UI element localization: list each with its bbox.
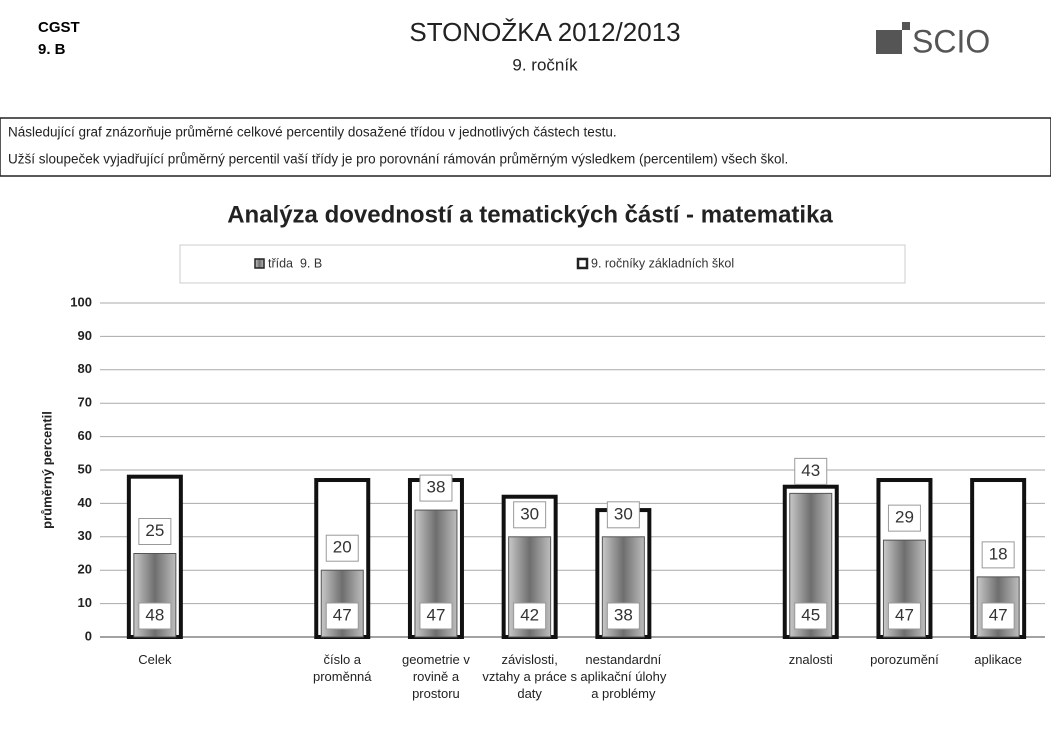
logo-icon bbox=[876, 30, 902, 54]
school: CGST bbox=[38, 19, 80, 36]
value-label-box bbox=[325, 534, 359, 562]
title: STONOŽKA 2012/2013 bbox=[409, 17, 680, 47]
logo: SCIO bbox=[912, 23, 990, 59]
value-label: 38 bbox=[426, 478, 445, 497]
value-label-box bbox=[419, 602, 453, 630]
value-label: 18 bbox=[989, 544, 1008, 563]
value-label-box bbox=[138, 602, 172, 630]
legend-swatch bbox=[576, 257, 589, 270]
value-label-box bbox=[794, 602, 828, 630]
value-label-box bbox=[419, 474, 453, 502]
value-label: 30 bbox=[614, 504, 633, 523]
y-tick-label: 60 bbox=[78, 428, 92, 443]
y-tick-label: 20 bbox=[78, 562, 92, 577]
x-tick-label: nestandardní aplikační úlohy a problémy bbox=[580, 652, 667, 701]
value-label: 30 bbox=[520, 504, 539, 523]
value-label: 29 bbox=[895, 508, 914, 527]
x-tick-label: číslo a proměnná bbox=[312, 652, 372, 684]
value-label: 38 bbox=[614, 605, 633, 624]
value-label: 47 bbox=[989, 605, 1008, 624]
value-label-box bbox=[981, 602, 1015, 630]
value-label: 25 bbox=[145, 521, 164, 540]
value-label: 47 bbox=[333, 605, 352, 624]
value-label-box bbox=[513, 501, 547, 529]
class: 9. B bbox=[38, 41, 66, 58]
y-tick-label: 0 bbox=[85, 628, 92, 643]
y-tick-label: 30 bbox=[78, 528, 92, 543]
x-tick-label: závislosti, vztahy a práce s daty bbox=[482, 652, 577, 701]
value-label-box bbox=[887, 504, 921, 532]
x-tick-label: znalosti bbox=[788, 652, 833, 667]
y-tick-label: 50 bbox=[78, 461, 92, 476]
note-line: Užší sloupeček vyjadřující průměrný perc… bbox=[8, 152, 788, 167]
y-axis-label: průměrný percentil bbox=[39, 411, 54, 529]
value-label-box bbox=[887, 602, 921, 630]
y-tick-label: 80 bbox=[78, 361, 92, 376]
x-tick-label: aplikace bbox=[974, 652, 1022, 667]
x-tick-label: Celek bbox=[138, 652, 172, 667]
value-label-box bbox=[981, 541, 1015, 569]
value-label: 43 bbox=[801, 461, 820, 480]
value-label-box bbox=[513, 602, 547, 630]
value-label: 47 bbox=[426, 605, 445, 624]
value-label-box bbox=[606, 602, 640, 630]
y-tick-label: 100 bbox=[70, 294, 92, 309]
y-tick-label: 90 bbox=[78, 328, 92, 343]
value-label: 48 bbox=[145, 605, 164, 624]
legend bbox=[179, 244, 906, 284]
value-label-box bbox=[325, 602, 359, 630]
y-tick-label: 70 bbox=[78, 395, 92, 410]
value-label-box bbox=[606, 501, 640, 529]
value-label-box bbox=[138, 518, 172, 545]
legend-label: třída 9. B bbox=[268, 256, 322, 270]
legend-swatch bbox=[254, 258, 265, 269]
x-tick-label: geometrie v rovině a prostoru bbox=[401, 652, 470, 701]
logo-icon bbox=[902, 22, 910, 30]
note-box bbox=[0, 117, 1051, 177]
note-line: Následující graf znázorňuje průměrné cel… bbox=[8, 125, 617, 140]
chart-title: Analýza dovedností a tematických částí -… bbox=[227, 201, 833, 228]
value-label: 42 bbox=[520, 605, 539, 624]
value-label: 45 bbox=[801, 605, 820, 624]
y-tick-label: 10 bbox=[78, 595, 92, 610]
value-label: 47 bbox=[895, 605, 914, 624]
x-tick-label: porozumění bbox=[870, 652, 939, 667]
subtitle: 9. ročník bbox=[512, 55, 578, 74]
value-label: 20 bbox=[333, 538, 352, 557]
y-tick-label: 40 bbox=[78, 495, 92, 510]
value-label-box bbox=[794, 457, 828, 485]
legend-label: 9. ročníky základních škol bbox=[591, 256, 734, 270]
